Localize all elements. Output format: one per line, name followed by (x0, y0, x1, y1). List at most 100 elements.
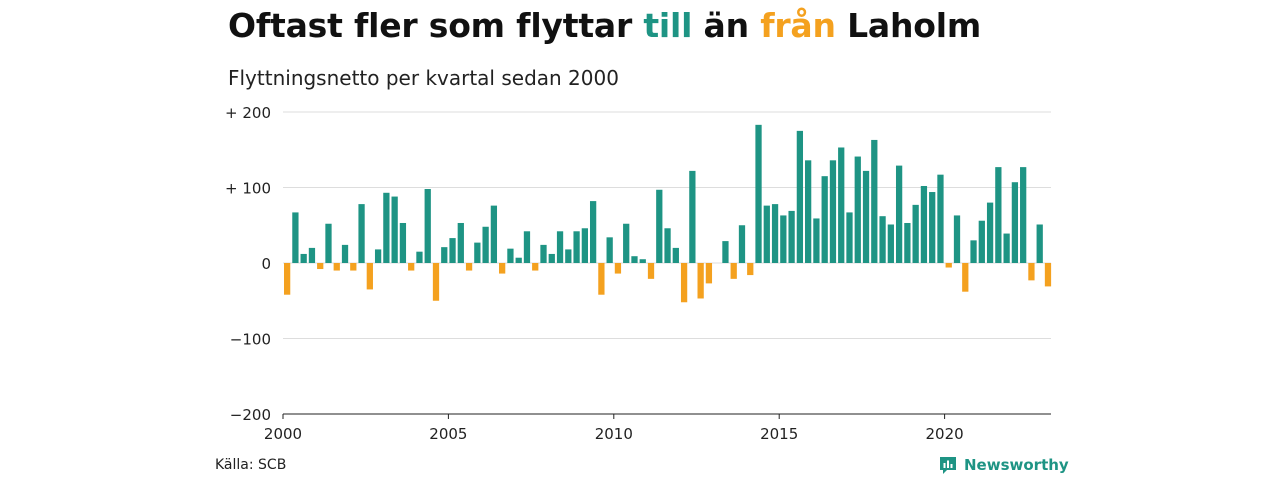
bar (1044, 263, 1052, 287)
y-tick-label: + 100 (225, 180, 271, 198)
y-tick-label: 0 (261, 255, 271, 273)
bar (408, 263, 415, 271)
source-label: Källa: SCB (215, 457, 287, 473)
bar (763, 205, 770, 263)
bar (747, 263, 754, 276)
bar (1020, 167, 1027, 263)
bar (441, 247, 448, 263)
bar (308, 247, 316, 263)
bar (1011, 182, 1019, 263)
bar (879, 216, 886, 263)
bar (945, 263, 952, 268)
title-part-5: Laholm (835, 6, 982, 45)
bar (887, 224, 894, 263)
bar (838, 147, 845, 263)
title-till: till (643, 6, 693, 45)
bar (664, 228, 671, 263)
bar (606, 237, 613, 263)
bar-chart: + 200 + 100 0 −100 −200 2000 2005 2010 2015 2020 (225, 104, 1052, 443)
bar (424, 189, 431, 263)
title-fran: från (760, 6, 836, 45)
bar (540, 244, 547, 263)
bar (755, 124, 762, 264)
bar (672, 247, 679, 263)
y-axis-labels: + 200 + 100 0 −100 −200 (225, 104, 271, 424)
bar (647, 263, 655, 279)
bar (829, 160, 837, 263)
y-tick-label: −200 (230, 406, 271, 424)
y-tick-label: + 200 (225, 104, 271, 122)
bar (317, 263, 324, 270)
bar (895, 165, 903, 263)
bar (680, 263, 688, 303)
bar (920, 185, 928, 263)
bar (862, 170, 870, 263)
bar (623, 223, 630, 263)
bar (573, 231, 580, 263)
bar (374, 249, 382, 263)
bar (300, 253, 307, 263)
bar (350, 263, 357, 271)
bar (548, 253, 555, 263)
bar (705, 263, 713, 284)
bar (465, 263, 473, 271)
bars (284, 124, 1052, 303)
bar (912, 204, 919, 263)
x-tick-label: 2015 (760, 425, 798, 443)
bar (854, 156, 861, 263)
x-tick-label: 2020 (926, 425, 964, 443)
bar (978, 220, 985, 263)
bar (523, 231, 531, 263)
bar (780, 215, 787, 263)
bar (871, 139, 878, 263)
bar (581, 228, 588, 263)
chart-title: Oftast fler som flyttar till än från Lah… (228, 6, 981, 45)
bar (432, 263, 440, 301)
bar (416, 251, 423, 263)
x-tick-label: 2000 (264, 425, 302, 443)
bar (986, 202, 994, 263)
bar (722, 241, 729, 263)
bar (598, 263, 605, 295)
brand-name: Newsworthy (964, 456, 1069, 474)
bar (292, 212, 299, 263)
bar (697, 263, 704, 299)
bar (904, 222, 911, 263)
bar (556, 231, 564, 263)
bar (325, 223, 332, 263)
bar (1036, 224, 1043, 263)
bar (639, 259, 646, 263)
bar (499, 263, 506, 274)
bar (614, 263, 622, 274)
bar (788, 210, 795, 263)
bar (796, 130, 804, 263)
bar (490, 205, 498, 263)
bar (366, 263, 373, 290)
title-part-1: Oftast fler som flyttar (228, 6, 644, 45)
x-tick-label: 2005 (429, 425, 467, 443)
bar (474, 242, 481, 263)
bar (929, 192, 936, 263)
y-tick-label: −100 (230, 331, 271, 349)
bar (813, 218, 820, 263)
bar (953, 215, 961, 263)
bar (333, 263, 340, 271)
x-tick-label: 2010 (595, 425, 633, 443)
bar (738, 225, 746, 263)
bar (995, 167, 1002, 263)
bar (771, 204, 779, 263)
bar (1028, 263, 1035, 281)
title-part-3: än (692, 6, 761, 45)
bar (507, 248, 514, 263)
bar (631, 256, 638, 263)
chart-subtitle: Flyttningsnetto per kvartal sedan 2000 (228, 66, 619, 90)
bar (689, 170, 696, 263)
x-axis: 2000 2005 2010 2015 2020 (264, 413, 1051, 443)
bar (399, 222, 407, 263)
bar (937, 174, 944, 263)
bar (532, 263, 539, 271)
bar (730, 263, 737, 279)
bar (565, 249, 572, 263)
bar (962, 263, 969, 292)
bar (1003, 233, 1010, 263)
